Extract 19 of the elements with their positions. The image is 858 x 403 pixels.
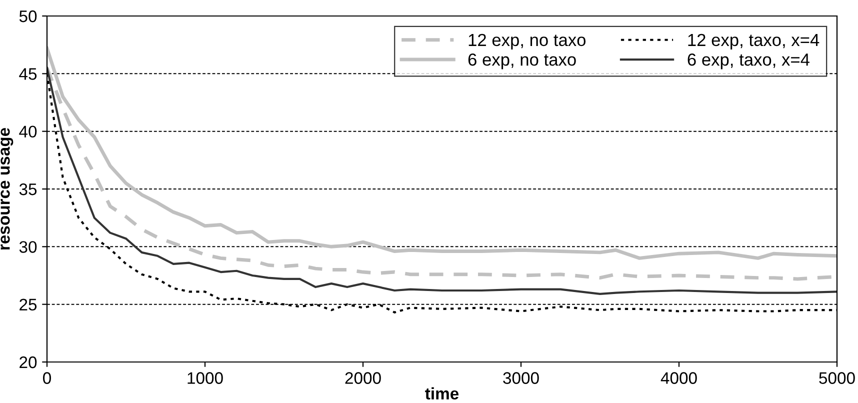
y-tick-label: 25 (20, 298, 37, 311)
y-tick-label: 40 (19, 126, 37, 138)
x-tick-label: 4000 (660, 372, 697, 384)
y-axis-title: resource usage (0, 128, 14, 250)
y-tick-label: 45 (19, 68, 37, 80)
x-tick-label: 2000 (345, 372, 381, 384)
legend-label: 6 exp, no taxo (468, 53, 576, 70)
y-tick-label: 35 (19, 183, 37, 196)
x-tick-label: 1000 (188, 372, 223, 384)
x-axis-title: time (425, 387, 459, 400)
x-tick-label: 5000 (819, 372, 855, 384)
legend-label: 12 exp, taxo, x=4 (688, 34, 820, 50)
y-tick-label: 20 (20, 356, 37, 368)
y-tick-label: 50 (19, 10, 37, 22)
legend-label: 12 exp, no taxo (468, 34, 586, 50)
y-tick-label: 30 (19, 241, 37, 253)
x-tick-label: 0 (43, 372, 51, 384)
legend-label: 6 exp, taxo, x=4 (688, 53, 810, 70)
x-tick-label: 3000 (503, 372, 539, 384)
